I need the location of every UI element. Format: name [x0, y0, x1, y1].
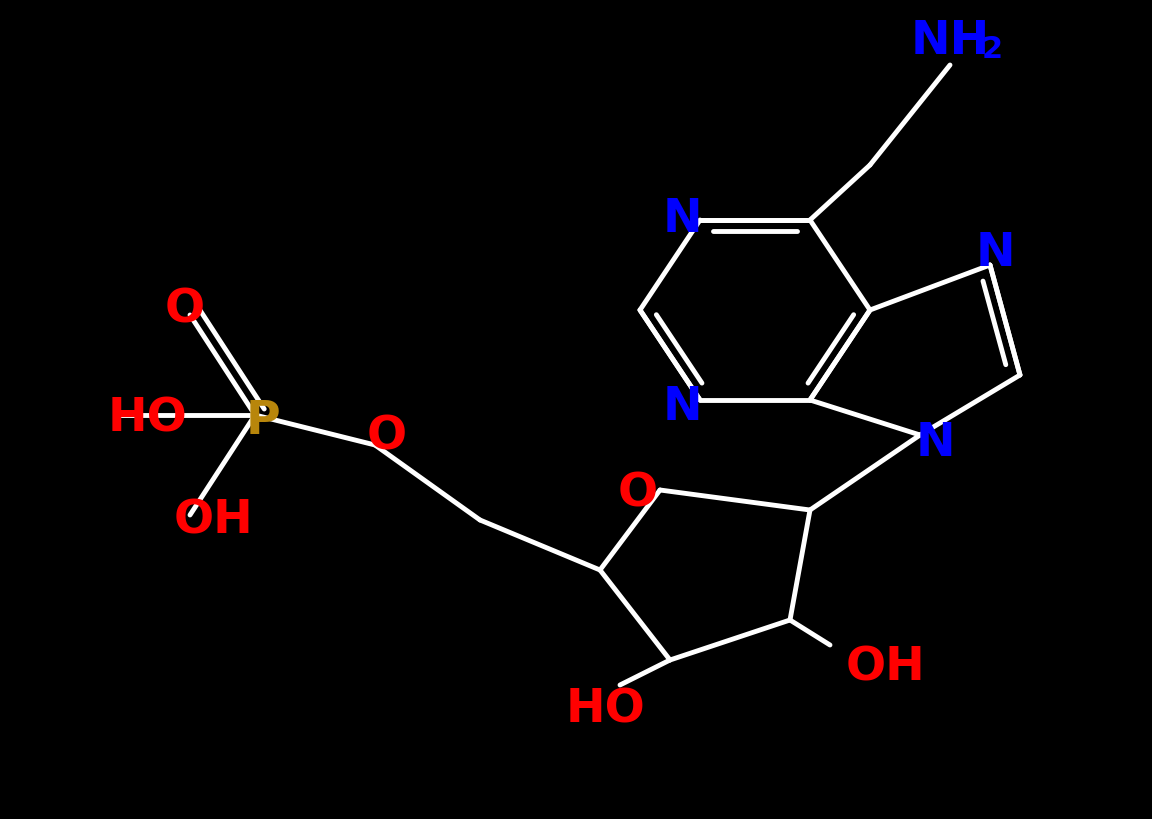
Text: HO: HO — [107, 396, 187, 441]
Text: N: N — [915, 420, 955, 465]
Text: N: N — [662, 197, 702, 242]
Text: O: O — [617, 472, 658, 517]
Text: O: O — [165, 287, 205, 333]
Text: P: P — [245, 399, 280, 444]
Text: N: N — [976, 230, 1015, 275]
Text: O: O — [367, 414, 407, 459]
Text: NH: NH — [910, 20, 990, 65]
Text: N: N — [662, 386, 702, 431]
Text: OH: OH — [174, 499, 253, 544]
Text: 2: 2 — [982, 35, 1002, 65]
Text: HO: HO — [566, 687, 645, 732]
Text: OH: OH — [846, 645, 925, 690]
